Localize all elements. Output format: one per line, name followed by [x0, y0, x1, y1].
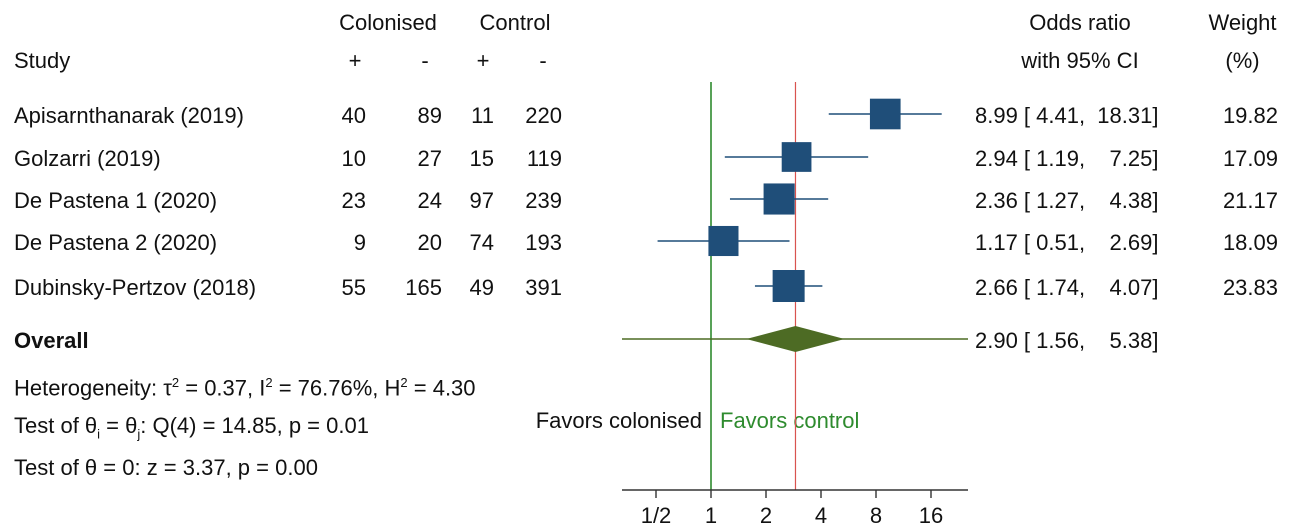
- weight-value: 18.09: [1222, 230, 1278, 255]
- study-header: Study: [14, 48, 71, 73]
- control-header: Control: [479, 10, 551, 35]
- heterogeneity-stats: Heterogeneity: τ2 = 0.37, I2 = 76.76%, H…: [14, 375, 476, 401]
- colonised-pos: 9: [353, 230, 366, 255]
- colonised-plus-header: +: [348, 48, 362, 73]
- study-name: Golzarri (2019): [14, 146, 161, 171]
- control-minus-header: -: [539, 48, 547, 73]
- study-name: Dubinsky-Pertzov (2018): [14, 275, 257, 300]
- odds-ratio-ci: 1.17 [ 0.51, 2.69]: [975, 230, 1159, 255]
- effect-marker-study-1: [869, 98, 901, 130]
- control-pos: 15: [469, 146, 494, 171]
- odds-ratio-header: Odds ratio: [1029, 10, 1131, 35]
- odds-ratio-ci: 2.66 [ 1.74, 4.07]: [975, 275, 1159, 300]
- ci-header: with 95% CI: [1021, 48, 1139, 73]
- study-name: De Pastena 2 (2020): [14, 230, 218, 255]
- colonised-neg: 89: [417, 103, 442, 128]
- colonised-neg: 165: [405, 275, 442, 300]
- favors-colonised-label: Favors colonised: [535, 408, 702, 433]
- control-neg: 193: [525, 230, 562, 255]
- favors-control-label: Favors control: [720, 408, 860, 433]
- x-tick-label: 1/2: [641, 503, 672, 527]
- weight-header: Weight: [1208, 10, 1277, 35]
- control-pos: 49: [469, 275, 494, 300]
- weight-value: 21.17: [1222, 188, 1278, 213]
- colonised-neg: 27: [417, 146, 442, 171]
- colonised-neg: 20: [417, 230, 442, 255]
- weight-unit-header: (%): [1225, 48, 1260, 73]
- weight-value: 19.82: [1222, 103, 1278, 128]
- odds-ratio-ci: 2.94 [ 1.19, 7.25]: [975, 146, 1159, 171]
- overall-effect-test: Test of θ = 0: z = 3.37, p = 0.00: [14, 455, 318, 480]
- effect-marker-study-5: [772, 270, 805, 302]
- x-tick-label: 1: [705, 503, 717, 527]
- control-neg: 119: [526, 146, 562, 171]
- colonised-minus-header: -: [421, 48, 429, 73]
- odds-ratio-ci: 8.99 [ 4.41, 18.31]: [975, 103, 1159, 128]
- effect-marker-study-2: [781, 142, 812, 172]
- colonised-pos: 23: [341, 188, 366, 213]
- weight-value: 23.83: [1222, 275, 1278, 300]
- control-neg: 391: [525, 275, 562, 300]
- colonised-neg: 24: [417, 188, 442, 213]
- control-plus-header: +: [476, 48, 490, 73]
- colonised-header: Colonised: [339, 10, 437, 35]
- control-pos: 97: [469, 188, 494, 213]
- colonised-pos: 40: [341, 103, 366, 128]
- study-name: Apisarnthanarak (2019): [14, 103, 244, 128]
- effect-marker-study-3: [763, 183, 795, 215]
- homogeneity-test: Test of θi = θj: Q(4) = 14.85, p = 0.01: [14, 413, 369, 442]
- control-pos: 74: [469, 230, 494, 255]
- control-neg: 220: [525, 103, 562, 128]
- weight-value: 17.09: [1222, 146, 1278, 171]
- study-name: De Pastena 1 (2020): [14, 188, 218, 213]
- x-tick-label: 2: [760, 503, 772, 527]
- control-neg: 239: [525, 188, 562, 213]
- effect-marker-study-4: [708, 225, 739, 257]
- colonised-pos: 10: [341, 146, 366, 171]
- overall-diamond: [746, 326, 845, 352]
- overall-label: Overall: [14, 328, 89, 353]
- control-pos: 11: [471, 103, 494, 128]
- odds-ratio-ci: 2.36 [ 1.27, 4.38]: [975, 188, 1159, 213]
- x-tick-label: 4: [815, 503, 827, 527]
- x-tick-label: 16: [919, 503, 943, 527]
- colonised-pos: 55: [341, 275, 366, 300]
- x-tick-label: 8: [870, 503, 882, 527]
- overall-odds-ratio-ci: 2.90 [ 1.56, 5.38]: [975, 328, 1159, 353]
